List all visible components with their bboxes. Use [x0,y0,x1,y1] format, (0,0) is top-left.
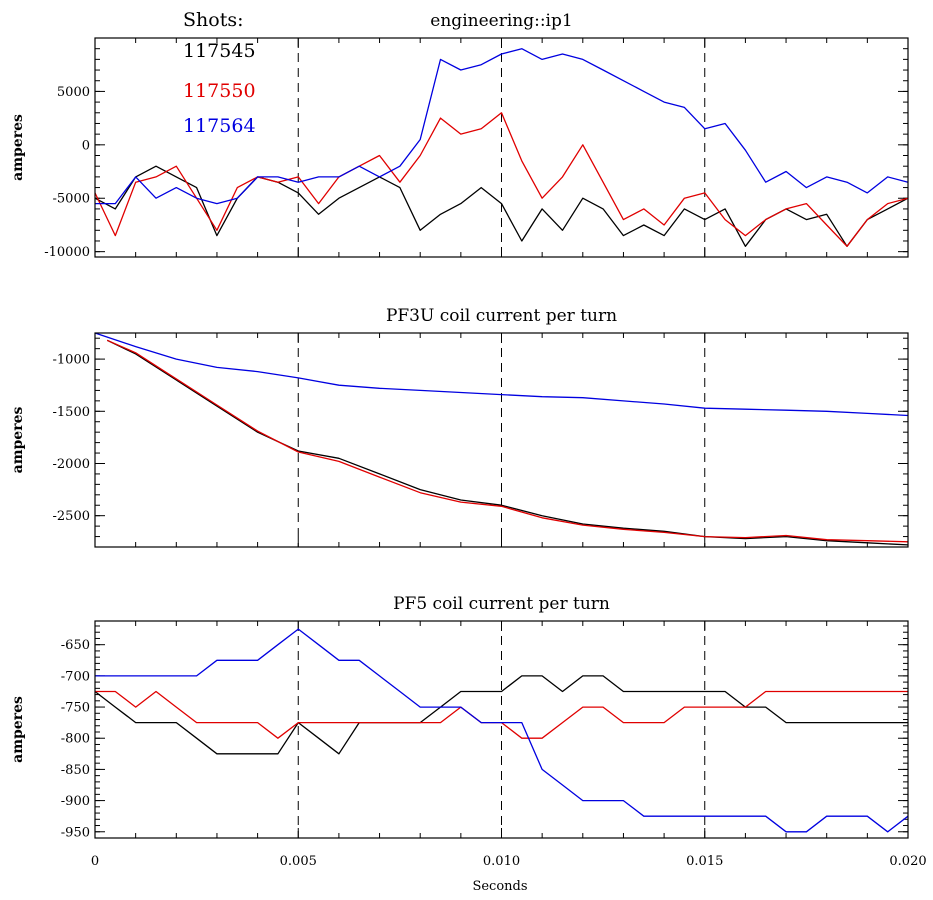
pf3u-title: PF3U coil current per turn [386,306,617,326]
ip1-y-tick-label: -10000 [44,245,90,260]
pf3u-y-tick-label: -2000 [53,457,90,472]
pf5-y-tick-label: -850 [61,763,90,778]
pf5-y-tick-label: -700 [61,669,90,684]
pf5-y-tick-label: -750 [61,701,90,716]
legend-title: Shots: [183,9,243,31]
pf3u-y-tick-label: -1000 [53,353,90,368]
pf5-plot-frame [94,620,909,839]
x-axis-label: Seconds [472,879,527,894]
x-tick-labels: 0 0.005 0.010 0.015 0.020 [91,854,927,869]
pf5-y-tick-label: -900 [61,794,90,809]
ip1-y-tick-label: 0 [82,138,90,153]
legend-item-117545: 117545 [183,40,256,62]
pf5-y-tick-label: -650 [61,638,90,653]
pf5-title: PF5 coil current per turn [393,594,610,614]
pf3u-y-axis-label: amperes [10,407,26,474]
ip1-y-axis-label: amperes [10,114,26,181]
panel-pf5: PF5 coil current per turn amperes -650 -700… [10,594,909,840]
pf3u-series-117550 [106,339,909,543]
ip1-plot-frame [94,37,909,258]
ip1-y-tick-label: 5000 [57,85,90,100]
pf5-y-tick-label: -950 [61,825,90,840]
x-tick-label: 0.005 [280,854,317,869]
pf5-y-tick-label: -800 [61,732,90,747]
x-tick-label: 0.020 [889,854,926,869]
pf3u-y-tick-label: -1500 [53,405,90,420]
ip1-y-tick-label: -5000 [53,192,90,207]
pf3u-series-117545 [106,339,909,546]
legend: Shots: 117545 117550 117564 [183,9,256,137]
legend-item-117564: 117564 [183,115,256,137]
ip1-title: engineering::ip1 [430,11,572,31]
x-tick-label: 0 [91,854,99,869]
x-tick-label: 0.010 [483,854,520,869]
x-tick-label: 0.015 [686,854,723,869]
pf3u-y-tick-label: -2500 [53,509,90,524]
pf5-series-117545 [94,675,908,755]
pf5-series-117564 [95,628,909,833]
ip1-series-117550 [94,112,909,247]
pf5-y-axis-label: amperes [10,696,26,763]
ip1-series-117564 [95,48,909,205]
legend-item-117550: 117550 [183,80,256,102]
pf3u-plot-frame [94,332,909,548]
pf3u-series-117564 [94,332,909,417]
panel-pf3u: PF3U coil current per turn amperes -1000 -1… [10,306,909,548]
